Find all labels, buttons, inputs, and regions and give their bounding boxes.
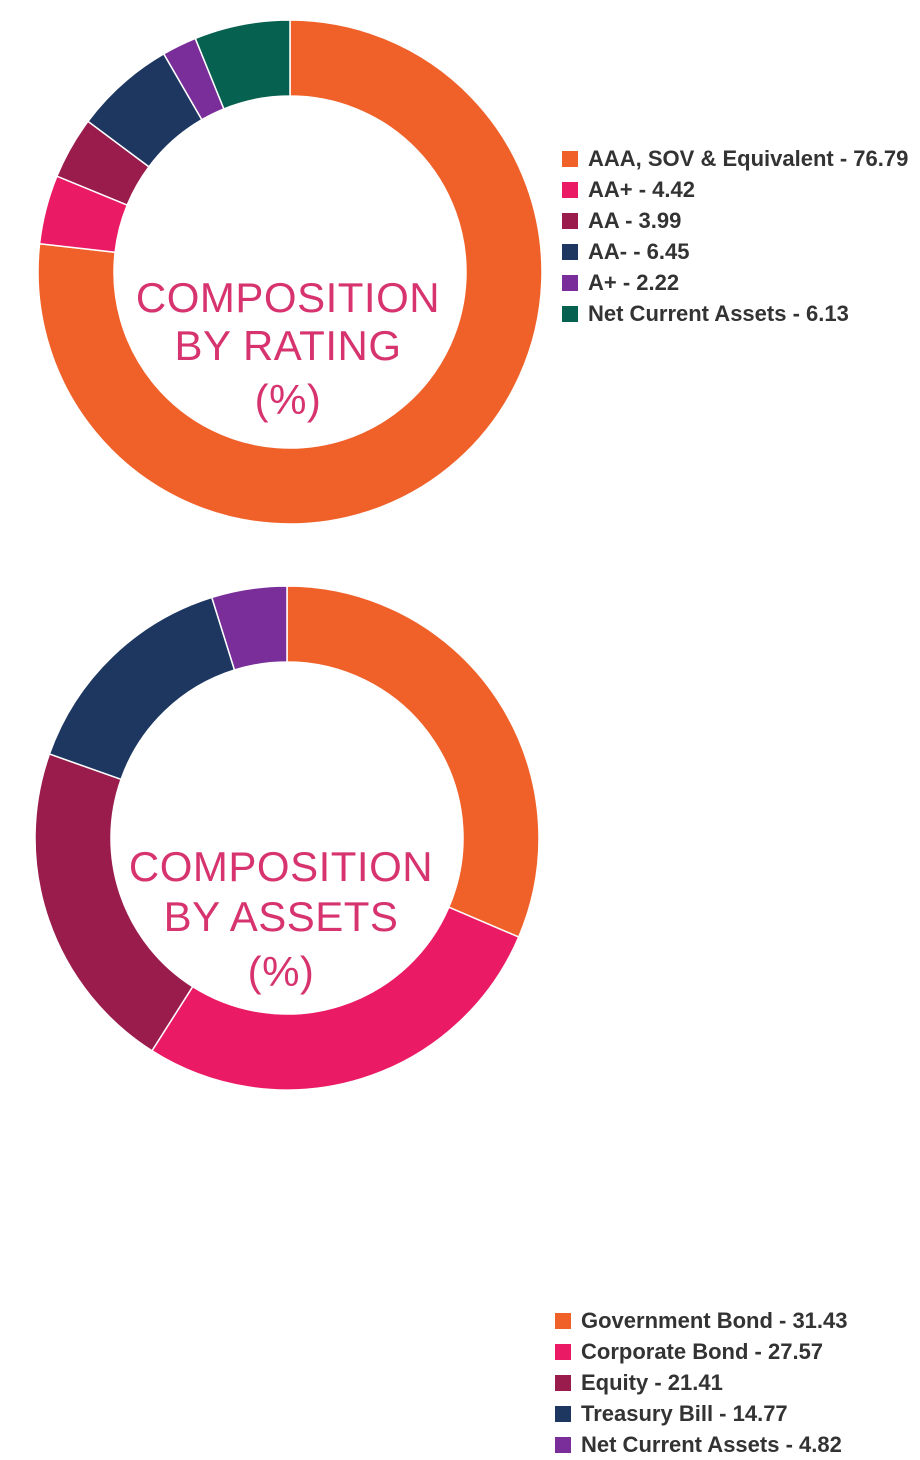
- assets-title-line-3: (%): [248, 948, 315, 995]
- legend-label-aa-minus: AA- - 6.45: [588, 239, 690, 264]
- legend-item-corporate-bond: Corporate Bond - 27.57: [555, 1336, 915, 1367]
- rating-title-line-2: BY RATING: [175, 322, 402, 369]
- assets-slices: [34, 585, 540, 1091]
- legend-item-government-bond: Government Bond - 31.43: [555, 1305, 915, 1336]
- legend-swatch-net-current-assets-rating: [562, 306, 578, 322]
- rating-slice-net-current-assets: [194, 19, 291, 110]
- legend-label-treasury-bill: Treasury Bill - 14.77: [581, 1401, 788, 1426]
- legend-item-net-current-assets-assets: Net Current Assets - 4.82: [555, 1429, 915, 1460]
- legend-swatch-aa-minus: [562, 244, 578, 260]
- legend-item-aa-minus: AA- - 6.45: [562, 236, 912, 267]
- rating-chart-block: COMPOSITION BY RATING (%) AAA, SOV & Equ…: [0, 0, 920, 560]
- assets-donut-chart: COMPOSITION BY ASSETS (%): [34, 585, 540, 1091]
- assets-legend: Government Bond - 31.43 Corporate Bond -…: [555, 1305, 915, 1460]
- legend-swatch-aaa-sov: [562, 151, 578, 167]
- assets-chart-block: COMPOSITION BY ASSETS (%) Government Bon…: [0, 560, 920, 1457]
- legend-item-treasury-bill: Treasury Bill - 14.77: [555, 1398, 915, 1429]
- assets-slice-government-bond: [286, 585, 540, 939]
- assets-slice-treasury-bill: [48, 596, 236, 781]
- legend-item-a-plus: A+ - 2.22: [562, 267, 912, 298]
- legend-label-corporate-bond: Corporate Bond - 27.57: [581, 1339, 824, 1364]
- legend-swatch-aa-plus: [562, 182, 578, 198]
- legend-item-aa: AA - 3.99: [562, 205, 912, 236]
- assets-slice-net-current-assets: [210, 585, 288, 671]
- legend-swatch-corporate-bond: [555, 1344, 571, 1360]
- rating-legend: AAA, SOV & Equivalent - 76.79 AA+ - 4.42…: [562, 143, 912, 329]
- legend-label-government-bond: Government Bond - 31.43: [581, 1308, 848, 1333]
- rating-title-line-1: COMPOSITION: [136, 274, 440, 321]
- legend-swatch-treasury-bill: [555, 1406, 571, 1422]
- legend-swatch-government-bond: [555, 1313, 571, 1329]
- rating-center-title: COMPOSITION BY RATING (%): [136, 274, 440, 423]
- legend-label-aaa-sov: AAA, SOV & Equivalent - 76.79: [588, 146, 909, 171]
- legend-item-aaa-sov: AAA, SOV & Equivalent - 76.79: [562, 143, 912, 174]
- legend-swatch-aa: [562, 213, 578, 229]
- legend-swatch-a-plus: [562, 275, 578, 291]
- rating-title-line-3: (%): [255, 376, 322, 423]
- legend-label-equity: Equity - 21.41: [581, 1370, 723, 1395]
- assets-title-line-1: COMPOSITION: [129, 843, 433, 890]
- legend-item-net-current-assets-rating: Net Current Assets - 6.13: [562, 298, 912, 329]
- legend-label-net-current-assets-assets: Net Current Assets - 4.82: [581, 1432, 842, 1457]
- legend-label-aa: AA - 3.99: [588, 208, 682, 233]
- assets-title-line-2: BY ASSETS: [164, 893, 399, 940]
- legend-item-equity: Equity - 21.41: [555, 1367, 915, 1398]
- legend-swatch-net-current-assets-assets: [555, 1437, 571, 1453]
- legend-label-aa-plus: AA+ - 4.42: [588, 177, 695, 202]
- assets-slice-corporate-bond: [150, 906, 520, 1091]
- rating-slice-aaa-sov-equivalent: [37, 19, 543, 525]
- legend-label-net-current-assets-rating: Net Current Assets - 6.13: [588, 301, 849, 326]
- legend-item-aa-plus: AA+ - 4.42: [562, 174, 912, 205]
- rating-donut-chart: COMPOSITION BY RATING (%): [37, 19, 543, 525]
- rating-slices: [37, 19, 543, 525]
- legend-swatch-equity: [555, 1375, 571, 1391]
- assets-center-title: COMPOSITION BY ASSETS (%): [129, 843, 433, 995]
- legend-label-a-plus: A+ - 2.22: [588, 270, 680, 295]
